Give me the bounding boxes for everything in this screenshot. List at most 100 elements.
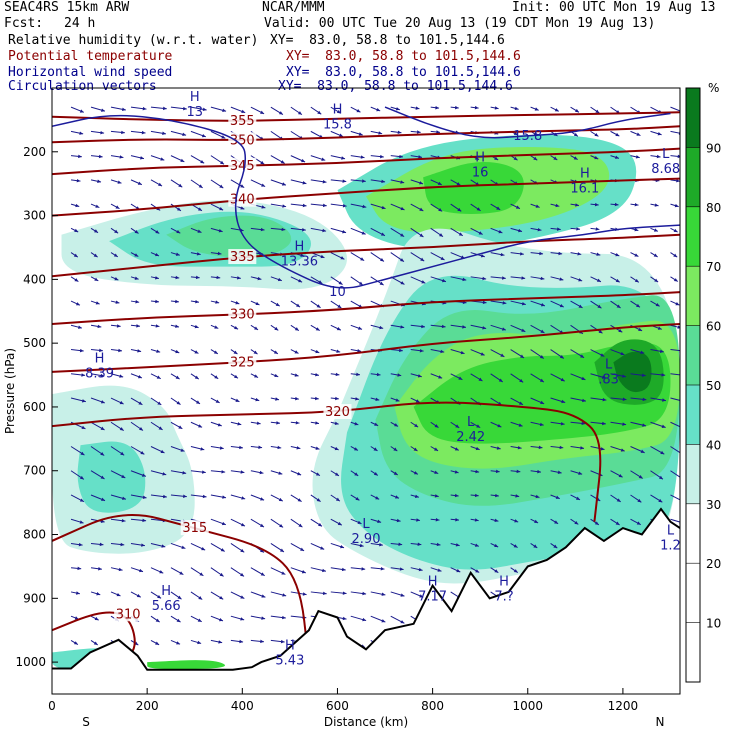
- wind-vector-579: [570, 203, 580, 207]
- colorbar-label-70: 70: [706, 260, 721, 274]
- valid-time: Valid: 00 UTC Tue 20 Aug 13 (19 CDT Mon …: [264, 16, 656, 31]
- y-tick-label-200: 200: [23, 145, 46, 159]
- wind-vector-34: [90, 373, 105, 378]
- wind-vector-172: [210, 373, 219, 380]
- wind-vector-250: [270, 591, 287, 597]
- wind-vector-76: [130, 276, 139, 280]
- theta-contour-320: [52, 401, 602, 522]
- wind-vector-156: [190, 543, 206, 551]
- wind-vector-487: [490, 203, 501, 211]
- wind-vector-567: [550, 470, 562, 474]
- wind-vector-473: [470, 421, 481, 429]
- wind-vector-238: [270, 300, 280, 307]
- wind-vector-223: [250, 494, 265, 501]
- wind-vector-27: [90, 203, 100, 209]
- wind-vector-239: [270, 324, 279, 331]
- wind-vector-304: [330, 227, 347, 234]
- wind-vector-269: [290, 494, 302, 503]
- colorbar-swatch-3: [686, 325, 700, 385]
- wind-vector-44: [90, 615, 99, 621]
- wind-vector-361: [370, 494, 380, 500]
- wind-vector-287: [310, 372, 320, 377]
- wind-vector-243: [270, 421, 281, 425]
- wind-vector-529: [530, 106, 539, 111]
- wind-vector-697: [670, 276, 679, 282]
- wind-vector-599: [590, 130, 599, 137]
- wind-vector-37: [90, 446, 105, 456]
- wind-vector-31: [90, 300, 100, 305]
- wind-vector-658: [630, 446, 645, 454]
- humidity-region-14: [613, 351, 652, 393]
- wind-vector-474: [470, 446, 480, 451]
- wind-vector-42: [90, 567, 102, 571]
- wind-vector-695: [670, 227, 678, 233]
- wind-vector-118: [170, 179, 183, 188]
- wind-vector-296: [310, 591, 327, 596]
- wind-vector-218: [250, 373, 259, 379]
- wind-vector-570: [550, 543, 558, 549]
- wind-vector-277: [310, 130, 324, 139]
- wind-vector-120: [170, 227, 181, 234]
- field-rh-xy: XY= 83.0, 58.8 to 101.5,144.6: [270, 33, 505, 48]
- wind-vector-471: [470, 373, 483, 382]
- theta-contour-335: [52, 233, 680, 278]
- wind-vector-148: [190, 349, 199, 354]
- wind-vector-514: [510, 300, 526, 306]
- wind-vector-414: [430, 106, 440, 110]
- wind-vector-60: [110, 446, 125, 456]
- y-tick-label-700: 700: [23, 464, 46, 478]
- wind-vector-637: [610, 494, 621, 503]
- wind-vector-374: [390, 252, 405, 262]
- wind-vector-244: [270, 445, 282, 450]
- x-end-label-left: S: [82, 715, 90, 729]
- wind-vector-411: [410, 591, 424, 598]
- wind-vector-379: [390, 373, 402, 377]
- wind-vector-535: [530, 251, 544, 256]
- wind-vector-134: [170, 567, 184, 576]
- wind-vector-146: [190, 299, 200, 304]
- wind-vector-364: [370, 567, 385, 571]
- wind-vector-166: [210, 227, 223, 233]
- wind-vector-128: [170, 421, 183, 430]
- wind-vector-293: [310, 518, 323, 527]
- wind-vector-58: [110, 397, 124, 405]
- wind-vector-657: [630, 421, 647, 427]
- wind-vector-702: [670, 397, 680, 401]
- wind-vector-316: [330, 518, 343, 526]
- wind-vector-488: [490, 227, 503, 234]
- extremum-type-12: H: [499, 575, 509, 590]
- wind-vector-587: [570, 397, 587, 403]
- wind-vector-300: [330, 130, 344, 138]
- wind-vector-207: [250, 106, 265, 115]
- wind-vector-151: [190, 421, 203, 428]
- wind-vector-129: [170, 446, 185, 452]
- wind-vector-242: [270, 397, 280, 401]
- wind-vector-418: [430, 203, 443, 212]
- wind-vector-9: [70, 324, 83, 329]
- wind-vector-63: [110, 518, 126, 523]
- field-wind-xy: XY= 83.0, 58.8 to 101.5,144.6: [286, 65, 521, 80]
- colorbar-swatch-2: [686, 385, 700, 445]
- wind-vector-78: [130, 324, 141, 328]
- wind-vector-124: [170, 324, 180, 328]
- wind-vector-30: [90, 276, 99, 282]
- wind-vector-143: [190, 227, 202, 233]
- wind-vector-130: [170, 470, 187, 475]
- wind-vector-159: [190, 615, 202, 623]
- wind-vector-22: [70, 639, 79, 645]
- wind-vector-24: [90, 130, 105, 135]
- wind-vector-622: [610, 130, 620, 137]
- wind-vector-648: [630, 202, 639, 207]
- wind-vector-145: [190, 275, 200, 280]
- wind-vector-180: [210, 567, 224, 577]
- wind-vector-257: [290, 203, 307, 208]
- wind-vector-383: [390, 470, 399, 476]
- wind-vector-384: [390, 494, 400, 499]
- wind-vector-517: [510, 373, 524, 383]
- extremum-value-5: 13.36: [281, 255, 318, 270]
- x-tick-label-1000: 1000: [512, 699, 543, 713]
- wind-vector-465: [470, 227, 483, 235]
- wind-label-0: 10: [329, 285, 346, 300]
- wind-vector-302: [330, 179, 347, 183]
- wind-vector-101: [150, 324, 160, 328]
